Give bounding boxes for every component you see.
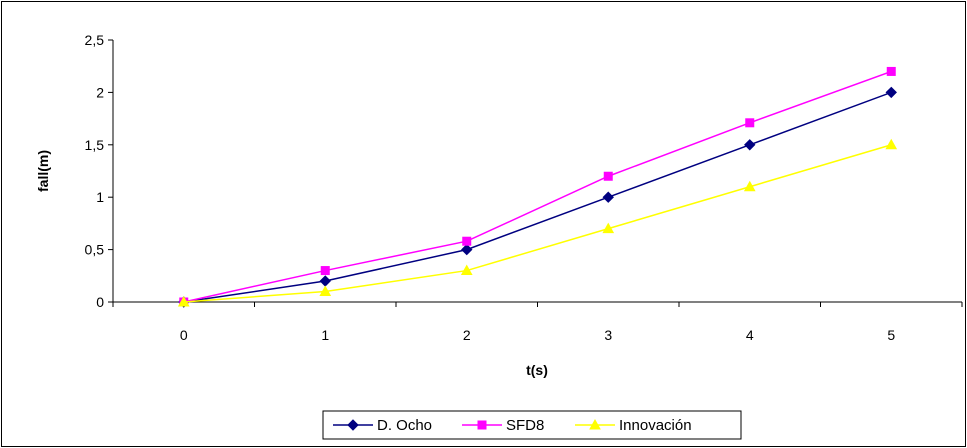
series-line-sfd8: [183, 70, 892, 303]
data-point-sfd8: [603, 171, 613, 181]
series-line-innovacion: [183, 144, 892, 303]
x-axis-title: t(s): [526, 362, 548, 378]
x-tick-label: 4: [746, 327, 754, 343]
y-tick-label: 1: [96, 189, 104, 205]
legend: D. Ocho SFD8 Innovación: [322, 410, 742, 440]
data-point-innovacion: [885, 138, 898, 150]
data-point-innovacion: [319, 285, 332, 297]
data-point-d-ocho: [602, 191, 614, 203]
data-point-sfd8: [886, 66, 896, 76]
x-tick-label: 0: [180, 327, 188, 343]
data-point-d-ocho: [885, 86, 897, 99]
series-group: [177, 66, 898, 308]
series-sfd8: [179, 66, 896, 307]
data-point-sfd8: [320, 266, 330, 276]
data-point-innovacion: [460, 264, 473, 276]
series-innovacion: [177, 138, 898, 307]
legend-marker: [477, 420, 487, 430]
data-point-sfd8: [462, 236, 472, 246]
legend-label: Innovación: [619, 417, 692, 434]
axes: [112, 40, 962, 303]
y-axis-title: fall(m): [35, 150, 51, 192]
x-ticks: 0 1 2 3 4 5: [112, 302, 963, 343]
y-tick-label: 0: [96, 294, 104, 310]
data-point-d-ocho: [461, 243, 473, 256]
data-point-d-ocho: [744, 139, 756, 151]
legend-entry-d-ocho: D. Ocho: [333, 417, 432, 434]
y-ticks: 0 0,5 1 1,5 2 2,5: [85, 32, 113, 310]
data-point-innovacion: [177, 295, 190, 307]
legend-label: SFD8: [506, 417, 544, 434]
legend-entry-innovacion: Innovación: [575, 417, 692, 434]
legend-marker: [589, 418, 601, 430]
data-point-d-ocho: [319, 275, 331, 287]
series-d-ocho: [178, 86, 897, 308]
legend-box: [322, 410, 742, 440]
legend-entry-sfd8: SFD8: [462, 417, 544, 434]
x-tick-label: 5: [887, 327, 895, 343]
data-point-innovacion: [743, 180, 756, 192]
y-tick-label: 2: [96, 84, 104, 100]
legend-marker: [347, 419, 359, 431]
legend-label: D. Ocho: [377, 417, 432, 434]
y-tick-label: 2,5: [85, 32, 105, 48]
y-tick-label: 1,5: [85, 137, 105, 153]
x-tick-label: 3: [604, 327, 612, 343]
series-line-d-ocho: [183, 91, 892, 303]
x-tick-label: 2: [463, 327, 471, 343]
data-point-sfd8: [745, 118, 755, 128]
x-tick-label: 1: [321, 327, 329, 343]
y-tick-label: 0,5: [85, 242, 105, 258]
data-point-innovacion: [602, 222, 615, 234]
